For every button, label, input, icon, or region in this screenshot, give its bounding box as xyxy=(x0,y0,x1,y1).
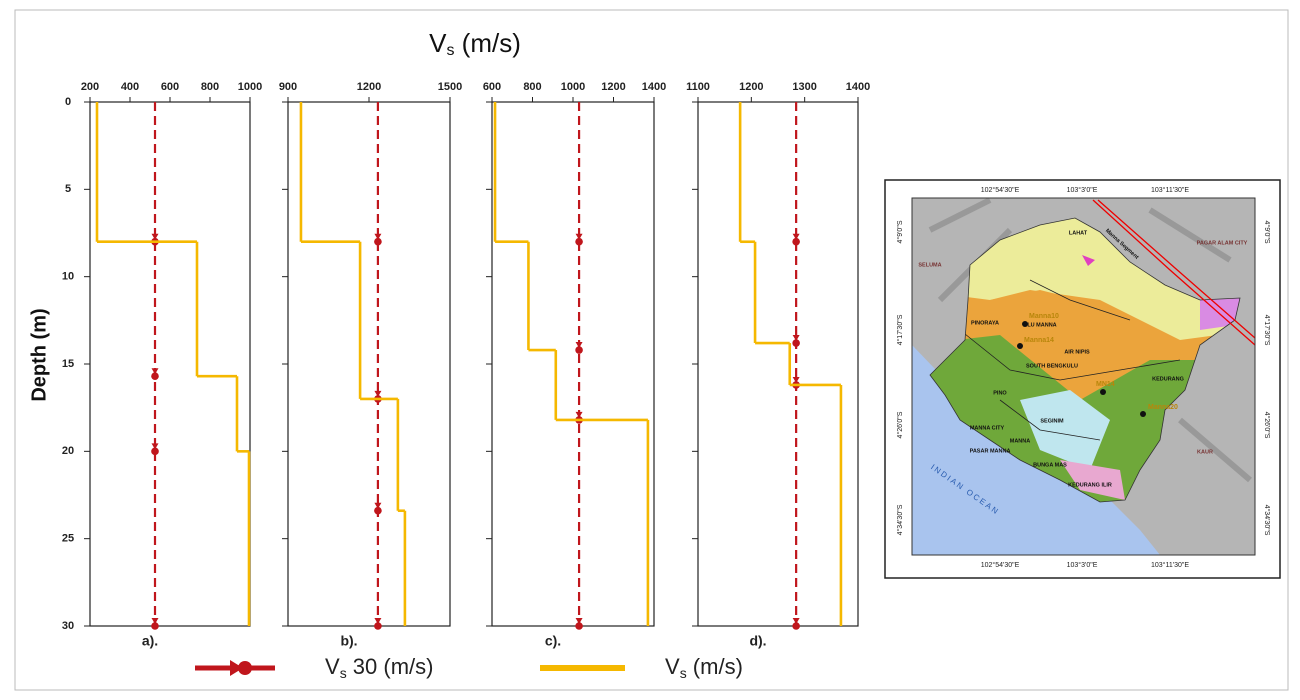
lon-label: 103°11'30"E xyxy=(1151,186,1189,194)
legend-sub: s xyxy=(340,665,347,681)
legend: Vs 30 (m/s) Vs (m/s) xyxy=(325,654,743,681)
vs30-marker xyxy=(151,448,159,456)
title-rest: (m/s) xyxy=(454,28,520,58)
place-label: PASAR MANNA xyxy=(970,448,1011,454)
vs30-marker xyxy=(374,507,382,515)
title-sub: s xyxy=(446,42,454,59)
x-tick-label: 1200 xyxy=(739,81,763,93)
place-label: SOUTH BENGKULU xyxy=(1026,363,1078,369)
lon-label: 103°3'0"E xyxy=(1067,561,1098,569)
lat-label: 4°34'30"S xyxy=(896,504,904,535)
lon-label: 103°11'30"E xyxy=(1151,561,1189,569)
legend-symbol: V xyxy=(665,654,680,679)
y-axis-label: Depth (m) xyxy=(28,308,50,401)
lat-label: 4°9'0"S xyxy=(1263,221,1271,244)
place-label: BUNGA MAS xyxy=(1033,462,1067,468)
lon-label: 102°54'30"E xyxy=(981,561,1020,569)
place-label: PINORAYA xyxy=(971,320,999,326)
x-tick-label: 600 xyxy=(161,81,179,93)
lat-label: 4°17'30"S xyxy=(1263,315,1271,346)
x-tick-label: 1000 xyxy=(561,81,585,93)
x-tick-label: 600 xyxy=(483,81,501,93)
panel-label: d). xyxy=(749,633,766,649)
plot-frame xyxy=(698,102,858,626)
site-label: Manna14 xyxy=(1024,337,1054,344)
vs30-marker xyxy=(151,372,159,380)
site-label: Manna20 xyxy=(1148,404,1178,411)
x-tick-label: 1200 xyxy=(601,81,625,93)
plot-frame xyxy=(492,102,654,626)
vs30-marker xyxy=(374,622,382,630)
place-label: PINO xyxy=(993,390,1007,396)
legend-swatch xyxy=(238,661,252,675)
place-label: LAHAT xyxy=(1069,230,1088,236)
y-tick-label: 30 xyxy=(62,620,74,632)
y-tick-label: 25 xyxy=(62,533,74,545)
vs30-marker xyxy=(374,238,382,246)
vs30-marker xyxy=(151,622,159,630)
site-label: MN14 xyxy=(1096,381,1115,388)
place-label: KAUR xyxy=(1197,449,1213,455)
plot-frame xyxy=(288,102,450,626)
panel-label: c). xyxy=(545,633,561,649)
vs30-marker xyxy=(792,622,800,630)
x-tick-label: 1200 xyxy=(357,81,381,93)
x-tick-label: 1000 xyxy=(238,81,262,93)
lon-label: 102°54'30"E xyxy=(981,186,1020,194)
x-tick-label: 1400 xyxy=(642,81,666,93)
lat-label: 4°26'0"S xyxy=(1263,412,1271,439)
lat-label: 4°9'0"S xyxy=(896,220,904,243)
place-label: PAGAR ALAM CITY xyxy=(1197,240,1248,246)
x-tick-label: 1300 xyxy=(792,81,816,93)
vs30-marker xyxy=(575,346,583,354)
place-label: AIR NIPIS xyxy=(1064,349,1090,355)
plot-frame xyxy=(90,102,250,626)
lat-label: 4°34'30"S xyxy=(1263,505,1271,536)
place-label: SELUMA xyxy=(918,262,941,268)
y-tick-label: 15 xyxy=(62,358,74,370)
site-label: Manna10 xyxy=(1029,313,1059,320)
y-tick-label: 5 xyxy=(65,183,71,195)
panel-label: a). xyxy=(142,633,158,649)
legend-label: Vs (m/s) xyxy=(665,654,743,681)
place-label: KEDURANG xyxy=(1152,376,1184,382)
lat-label: 4°17'30"S xyxy=(896,314,904,345)
x-tick-label: 400 xyxy=(121,81,139,93)
map: 102°54'30"E 103°3'0"E 103°11'30"E 102°54… xyxy=(885,180,1280,578)
place-label: KEDURANG ILIR xyxy=(1068,482,1112,488)
x-tick-label: 200 xyxy=(81,81,99,93)
x-tick-label: 900 xyxy=(279,81,297,93)
x-tick-label: 800 xyxy=(523,81,541,93)
place-label: ULU MANNA xyxy=(1023,322,1056,328)
lat-label: 4°26'0"S xyxy=(896,411,904,438)
place-label: SEGINIM xyxy=(1040,418,1064,424)
vs30-marker xyxy=(575,622,583,630)
legend-rest: 30 (m/s) xyxy=(347,654,434,679)
legend-rest: (m/s) xyxy=(687,654,743,679)
legend-symbol: V xyxy=(325,654,340,679)
legend-label: Vs 30 (m/s) xyxy=(325,654,433,681)
site-point xyxy=(1017,343,1023,349)
x-tick-label: 1500 xyxy=(438,81,462,93)
panel-label: b). xyxy=(340,633,357,649)
y-tick-label: 0 xyxy=(65,96,71,108)
vs30-marker xyxy=(792,339,800,347)
y-tick-label: 10 xyxy=(62,271,74,283)
title-symbol: V xyxy=(429,28,447,58)
lon-label: 103°3'0"E xyxy=(1067,186,1098,194)
site-point xyxy=(1100,389,1106,395)
figure: Vs (m/s) Depth (m) Vs 30 (m/s) Vs (m/s) xyxy=(0,0,1300,700)
y-tick-label: 20 xyxy=(62,445,74,457)
site-point xyxy=(1140,411,1146,417)
x-tick-label: 1100 xyxy=(686,81,710,93)
place-label: MANNA CITY xyxy=(970,425,1005,431)
x-tick-label: 800 xyxy=(201,81,219,93)
vs30-marker xyxy=(575,238,583,246)
x-tick-label: 1400 xyxy=(846,81,870,93)
chart-title: Vs (m/s) xyxy=(429,28,521,59)
place-label: MANNA xyxy=(1010,438,1030,444)
vs30-marker xyxy=(792,238,800,246)
legend-sub: s xyxy=(680,665,687,681)
